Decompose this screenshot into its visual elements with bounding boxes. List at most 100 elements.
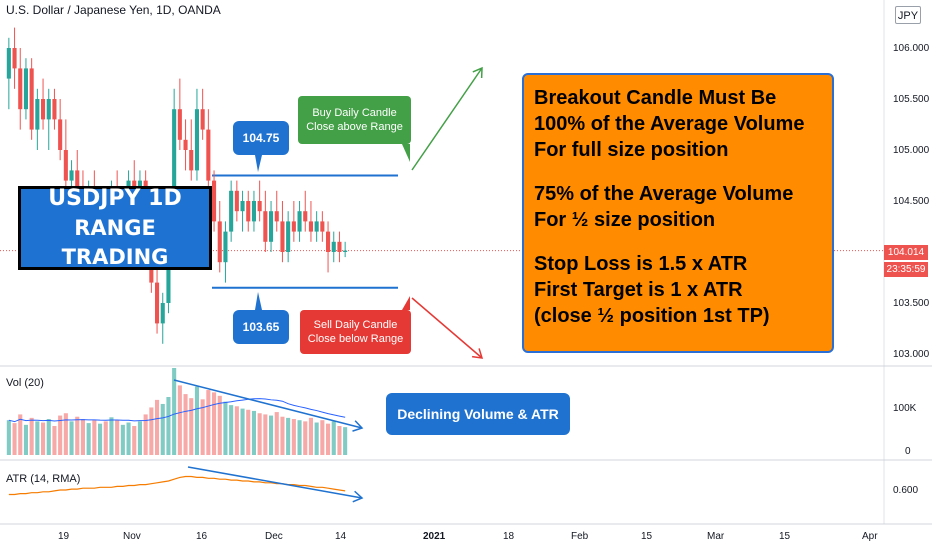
candle-body [343,250,348,252]
volume-bar [166,397,171,455]
current-price-tag: 104.014 [884,245,928,260]
symbol-title: U.S. Dollar / Japanese Yen, 1D, OANDA [6,3,221,17]
candle-body [246,201,251,222]
atr-tick: 0.600 [893,485,919,496]
rule-line: For full size position [534,139,729,161]
sell-note-tail [402,296,410,310]
volume-bar [183,394,188,455]
chart-title-box: USDJPY 1D RANGE TRADING [18,186,212,270]
volume-bar [246,409,251,455]
volume-bar [137,421,142,455]
time-tick: Apr [862,531,878,542]
volume-bar [303,421,308,455]
volume-bar [41,422,46,455]
time-tick: 19 [58,531,70,542]
buy-condition-note: Buy Daily Candle Close above Range [298,96,411,144]
candle-body [69,170,74,181]
breakout-up-arrow [411,67,483,171]
rule-line: Breakout Candle Must Be [534,87,777,109]
volume-bar [149,407,154,455]
volume-bar [337,426,342,455]
candle-body [331,241,336,252]
time-tick: 2021 [423,531,446,542]
candle-body [274,211,279,222]
volume-bar [18,414,23,455]
sell-note-line1: Sell Daily Candle [313,319,398,331]
candle-body [58,119,63,150]
candle-body [6,48,11,79]
volume-bar [263,414,268,455]
candle-body [212,180,217,222]
chart-title-line1: USDJPY 1D [48,186,182,211]
candle-body [320,221,325,232]
volume-bar [12,423,17,455]
sell-condition-note: Sell Daily Candle Close below Range [300,310,411,354]
rule-line: First Target is 1 x ATR [534,279,743,301]
time-tick: 18 [503,531,515,542]
volume-trend-arrow-head [352,420,364,432]
volume-bar [200,399,205,455]
breakout-down-arrow [411,297,483,359]
price-tick: 104.500 [893,196,930,207]
support-callout-tail [255,292,262,310]
candle-body [189,150,194,171]
time-tick: 15 [641,531,653,542]
breakout-up-arrow-head [472,66,483,79]
volume-bar [217,395,222,455]
volume-bar [326,423,331,455]
volume-bar [6,420,11,455]
candle-body [314,221,319,232]
atr-pane-label[interactable]: ATR (14, RMA) [6,473,81,485]
volume-bar [143,414,148,455]
time-tick: Dec [265,531,283,542]
candle-body [200,109,205,130]
candle-body [177,109,182,140]
candle-body [172,109,177,242]
candle-body [75,170,80,191]
candle-body [206,129,211,181]
volume-bar [29,417,34,455]
volume-bar [63,413,68,455]
volume-bar [314,422,319,455]
candle-body [63,150,68,181]
rule-line [534,233,826,251]
rule-line: For ½ size position [534,209,716,231]
volume-bar [155,399,160,455]
volume-bar [172,368,177,455]
rule-line: (close ½ position 1st TP) [534,305,770,327]
volume-bar [86,423,91,455]
candle-body [223,231,228,263]
candle-body [240,201,245,212]
volume-ma-line [8,398,346,423]
volume-bar [35,421,40,455]
volume-bar [80,419,85,455]
candle-body [251,201,256,222]
price-tick: 103.000 [893,349,930,360]
time-tick: Nov [123,531,141,542]
volume-bar [115,420,120,455]
resistance-callout-tail [255,155,262,172]
candle-body [18,68,23,110]
volume-pane-label[interactable]: Vol (20) [6,377,44,389]
candle-body [308,221,313,232]
volume-bar [320,420,325,455]
candle-body [35,99,40,130]
candle-body [291,221,296,232]
candle-body [257,201,262,212]
candle-body [12,48,17,69]
volume-bar [251,410,256,455]
volume-bar [189,398,194,455]
time-tick: 16 [196,531,208,542]
candle-body [337,241,342,252]
candle-body [229,190,234,232]
volume-bar [229,405,234,455]
currency-button[interactable]: JPY [895,6,921,24]
time-tick: Feb [571,531,589,542]
volume-bar [206,390,211,455]
volume-bar [274,412,279,455]
candle-body [137,180,142,191]
candle-body [29,68,34,130]
volume-bar [120,424,125,455]
volume-trend-arrow [173,379,363,429]
